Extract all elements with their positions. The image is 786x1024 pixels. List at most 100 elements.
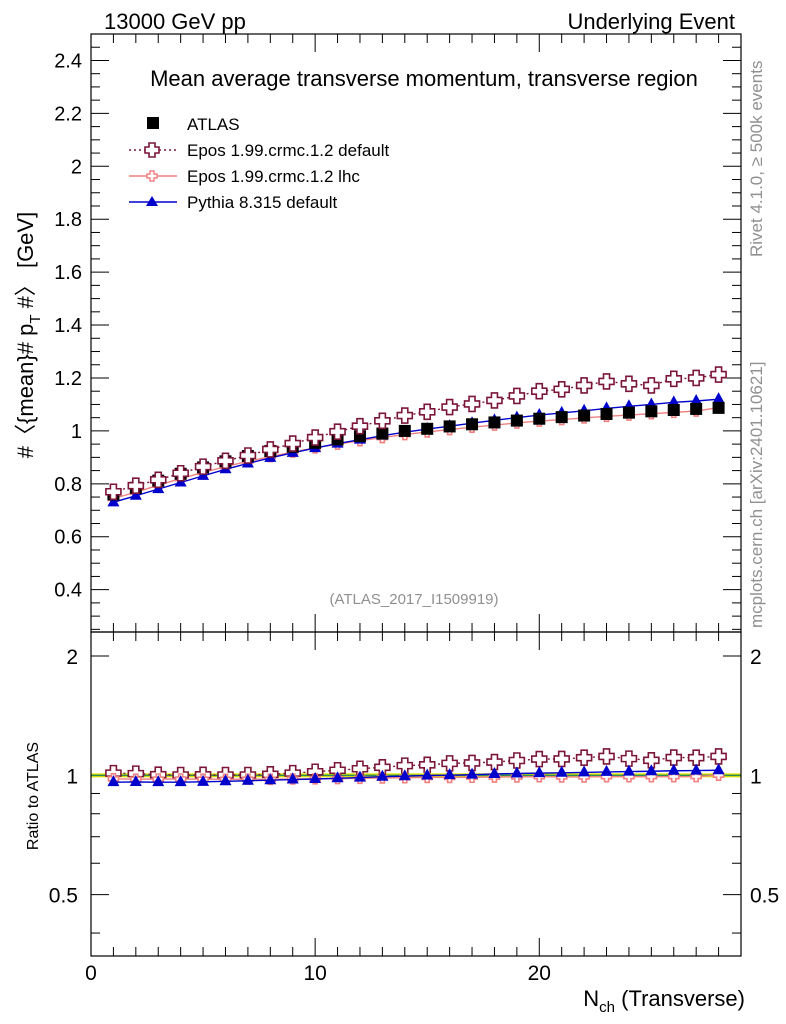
ratio-point-epos-default xyxy=(486,753,503,771)
main-point-epos-default xyxy=(441,398,458,416)
x-tick-label: 10 xyxy=(303,962,326,985)
main-point-atlas xyxy=(622,406,635,419)
main-point-epos-default xyxy=(643,377,660,394)
main-point-epos-default xyxy=(710,366,727,383)
ratio-line-epos-lhc xyxy=(113,774,719,781)
ratio-point-pythia xyxy=(578,765,591,777)
ratio-point-pythia xyxy=(622,764,635,776)
legend-label-atlas: ATLAS xyxy=(187,115,240,134)
main-point-pythia xyxy=(107,495,120,507)
ratio-point-pythia xyxy=(421,768,434,780)
ratio-point-pythia xyxy=(712,763,725,775)
main-y-tick-label: 0.4 xyxy=(54,580,82,602)
main-point-epos-default xyxy=(351,417,369,435)
main-point-atlas xyxy=(690,402,703,415)
y-axis-label-suffix: #〉 [GeV] xyxy=(13,212,38,315)
main-y-tick-label: 2.4 xyxy=(54,50,82,72)
ratio-point-pythia xyxy=(353,770,366,782)
process-label: Underlying Event xyxy=(567,9,735,34)
ratio-point-pythia xyxy=(197,774,210,786)
main-point-atlas xyxy=(578,409,591,422)
main-y-tick-label: 1.2 xyxy=(54,368,82,390)
main-point-atlas xyxy=(376,427,389,440)
ratio-point-pythia xyxy=(600,764,613,776)
main-panel: Mean average transverse momentum, transv… xyxy=(13,33,742,633)
x-axis-label: Nch (Transverse) xyxy=(583,986,745,1016)
main-point-epos-default xyxy=(598,373,615,390)
ratio-point-pythia xyxy=(152,775,165,787)
ratio-point-pythia xyxy=(376,769,389,781)
main-point-epos-default xyxy=(396,407,414,424)
ratio-point-pythia xyxy=(309,771,322,783)
main-line-pythia xyxy=(113,398,719,504)
ratio-point-pythia xyxy=(667,763,680,775)
ratio-point-epos-default xyxy=(508,752,526,769)
main-point-atlas xyxy=(533,412,546,425)
ratio-point-pythia xyxy=(264,773,277,785)
y-axis-label: #〈{mean}# pT #〉 [GeV] xyxy=(13,212,44,458)
ratio-point-epos-default xyxy=(553,750,570,768)
main-point-pythia xyxy=(712,392,725,404)
ratio-panel-frame xyxy=(90,631,742,957)
ratio-point-epos-default xyxy=(620,750,638,767)
ratio-point-epos-default xyxy=(374,758,391,776)
x-axis-label-main: N xyxy=(583,986,599,1011)
analysis-tag: (ATLAS_2017_I1509919) xyxy=(329,591,498,608)
main-point-pythia xyxy=(129,488,142,500)
main-point-atlas xyxy=(555,411,568,424)
main-point-epos-default xyxy=(329,423,346,440)
main-point-epos-default xyxy=(463,395,481,413)
ratio-line-pythia xyxy=(113,769,719,783)
main-point-epos-default xyxy=(284,435,302,452)
main-point-pythia xyxy=(690,394,703,406)
legend-marker-epos-lhc xyxy=(146,170,158,182)
ratio-point-pythia xyxy=(219,774,232,786)
main-point-epos-default xyxy=(149,471,167,489)
main-point-atlas xyxy=(443,420,456,433)
main-y-tick-label: 0.6 xyxy=(54,527,82,549)
ratio-point-epos-default xyxy=(687,749,705,766)
main-point-epos-default xyxy=(374,412,391,430)
x-tick-label: 20 xyxy=(528,962,551,985)
main-point-epos-default xyxy=(418,403,436,421)
main-point-epos-default xyxy=(530,382,548,400)
main-line-epos-lhc xyxy=(113,406,719,500)
legend-label-pythia: Pythia 8.315 default xyxy=(187,193,338,212)
ratio-point-pythia xyxy=(533,766,546,778)
ratio-point-pythia xyxy=(286,772,299,784)
ratio-point-epos-default xyxy=(643,752,660,769)
main-point-atlas xyxy=(466,418,479,431)
main-point-epos-default xyxy=(239,447,257,464)
legend-label-epos-default: Epos 1.99.crmc.1.2 default xyxy=(187,141,390,160)
x-axis-label-suffix: (Transverse) xyxy=(615,986,745,1011)
ratio-point-pythia xyxy=(398,769,411,781)
main-y-tick-label: 1.8 xyxy=(54,209,82,231)
ratio-panel: Ratio to ATLAS 0.5 0.51 12 20 10 20 Nch (Tran… xyxy=(25,631,779,1016)
main-y-tick-label: 2 xyxy=(71,156,82,178)
main-point-atlas xyxy=(667,403,680,416)
energy-label: 13000 GeV pp xyxy=(104,9,246,34)
ratio-point-epos-default xyxy=(530,750,548,768)
ratio-point-epos-default xyxy=(441,755,458,772)
ratio-point-epos-default xyxy=(710,748,727,765)
main-point-atlas xyxy=(645,405,658,418)
main-point-epos-default xyxy=(194,458,212,475)
main-point-epos-default xyxy=(553,381,570,398)
main-point-epos-default xyxy=(306,429,324,446)
main-point-epos-default xyxy=(486,392,503,409)
x-axis-label-sub: ch xyxy=(599,999,615,1016)
main-y-tick-label: 1.6 xyxy=(54,262,82,284)
main-y-tick-label: 0.8 xyxy=(54,474,82,496)
ratio-y-tick-label: 1 xyxy=(66,765,78,788)
ratio-point-epos-default xyxy=(598,748,615,765)
ratio-point-epos-default xyxy=(463,754,481,772)
ratio-point-pythia xyxy=(466,767,479,779)
legend: ATLAS Epos 1.99.crmc.1.2 default Epos 1.… xyxy=(129,115,390,212)
rivet-version-label: Rivet 4.1.0, ≥ 500k events xyxy=(747,61,766,257)
plot-title: Mean average transverse momentum, transv… xyxy=(150,66,698,91)
main-point-epos-default xyxy=(105,483,122,501)
main-point-atlas xyxy=(712,401,725,414)
ratio-point-epos-default xyxy=(665,749,683,766)
ratio-line-epos-default xyxy=(113,755,719,776)
